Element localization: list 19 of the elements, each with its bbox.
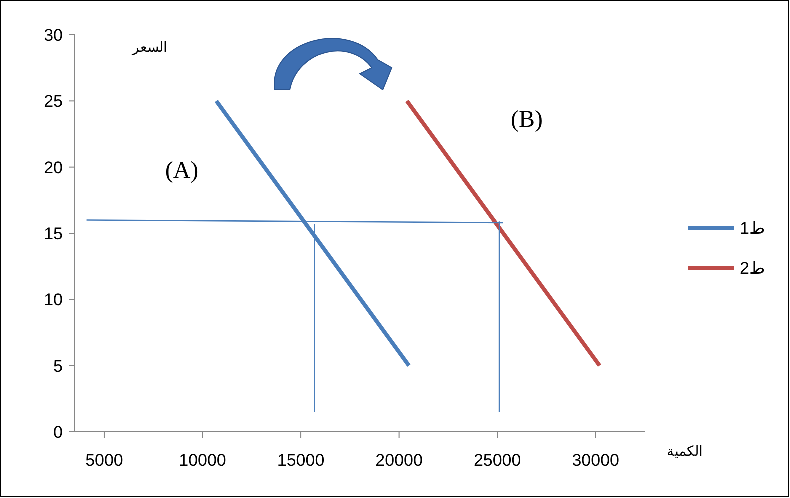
y-tick-label: 30 (44, 26, 63, 45)
y-tick-label: 15 (44, 224, 63, 244)
x-axis-title: الكمية (667, 444, 703, 460)
x-tick-label: 25000 (474, 451, 522, 470)
y-tick-label: 5 (54, 356, 63, 376)
x-tick-label: 15000 (277, 451, 325, 470)
x-tick-label: 10000 (179, 451, 226, 470)
x-tick-label: 20000 (376, 451, 423, 470)
x-tick-label: 5000 (86, 451, 124, 470)
y-axis-title: السعر (132, 40, 168, 56)
x-tick-label: 30000 (572, 451, 620, 470)
y-tick-label: 0 (54, 423, 63, 442)
legend-label: ط1 (740, 219, 766, 238)
annotation: (B) (511, 107, 543, 133)
legend-label: ط2 (740, 259, 766, 278)
y-tick-label: 25 (44, 92, 63, 112)
y-tick-label: 10 (44, 290, 63, 310)
y-tick-label: 20 (44, 158, 63, 178)
annotation: (A) (165, 158, 199, 184)
